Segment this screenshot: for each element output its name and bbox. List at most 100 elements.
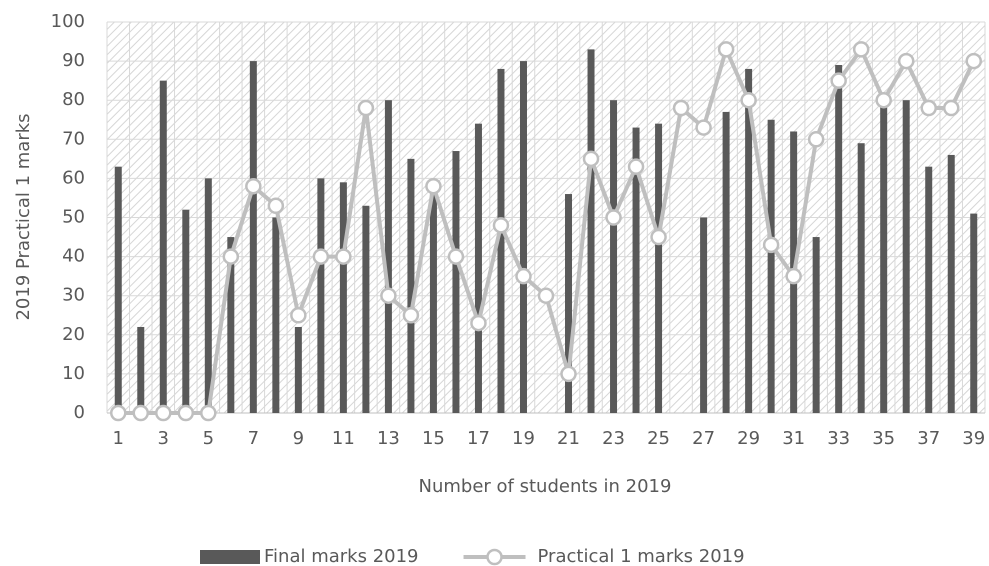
bar — [857, 143, 865, 413]
x-tick-label: 13 — [377, 428, 400, 449]
bar — [497, 68, 505, 414]
line-point — [245, 177, 262, 195]
line-point — [380, 287, 397, 304]
x-tick-label: 11 — [332, 428, 355, 449]
line-point — [627, 158, 645, 175]
bar — [610, 100, 618, 413]
x-tick-label: 25 — [647, 428, 670, 449]
bar — [294, 326, 302, 413]
line-point — [447, 248, 465, 265]
y-tick-label: 70 — [62, 128, 85, 149]
bar — [249, 61, 257, 413]
y-tick-label: 30 — [62, 285, 85, 306]
bar — [362, 205, 370, 413]
bar — [159, 80, 167, 414]
line-point — [852, 41, 870, 58]
x-tick-label: 39 — [962, 428, 985, 449]
line-point — [875, 91, 892, 109]
bar — [474, 123, 482, 413]
x-tick-label: 1 — [113, 428, 124, 449]
bar — [204, 178, 212, 413]
bar — [587, 49, 595, 414]
x-tick-label: 21 — [557, 428, 580, 449]
bar — [925, 166, 933, 413]
legend-label: Final marks 2019 — [264, 546, 419, 566]
x-tick-label: 7 — [248, 428, 259, 449]
bar — [565, 194, 573, 413]
line-point — [515, 267, 532, 285]
line-point — [672, 99, 690, 117]
line-point — [110, 404, 127, 422]
bar — [970, 213, 978, 413]
x-tick-label: 27 — [692, 428, 715, 449]
line-point — [222, 248, 240, 265]
bar — [137, 326, 145, 413]
bar — [700, 217, 708, 413]
line-point — [920, 99, 937, 117]
line-point — [897, 52, 915, 70]
legend-swatch — [486, 548, 503, 566]
bar — [227, 237, 235, 413]
line-point — [312, 248, 330, 265]
line-point — [177, 404, 195, 422]
legend-label: Practical 1 marks 2019 — [538, 546, 745, 566]
y-tick-label: 20 — [62, 324, 85, 345]
x-tick-label: 17 — [467, 428, 490, 449]
bar — [114, 166, 122, 413]
y-tick-label: 60 — [62, 167, 85, 188]
y-tick-label: 90 — [62, 50, 85, 71]
bar — [272, 217, 280, 413]
line-point — [537, 287, 555, 304]
line-point — [762, 236, 780, 254]
line-point — [650, 228, 667, 246]
legend: Final marks 2019 Practical 1 marks 2019 — [200, 546, 745, 566]
x-tick-label: 35 — [872, 428, 895, 449]
bar — [947, 154, 955, 413]
bar — [632, 127, 640, 413]
line-point — [155, 404, 172, 422]
bar — [384, 100, 392, 413]
line-point — [965, 52, 982, 70]
line-point — [830, 72, 847, 89]
x-tick-label: 29 — [737, 428, 760, 449]
bar — [339, 182, 347, 413]
y-tick-label: 80 — [62, 89, 85, 110]
line-point — [717, 41, 735, 58]
line-point — [267, 197, 285, 215]
line-point — [740, 91, 757, 109]
bar — [407, 158, 415, 413]
legend-swatch — [200, 550, 260, 564]
x-tick-label: 33 — [827, 428, 850, 449]
bar — [429, 190, 437, 413]
x-tick-label: 15 — [422, 428, 445, 449]
bar — [880, 100, 888, 413]
line-point — [290, 307, 307, 324]
y-tick-label: 100 — [51, 11, 85, 32]
y-tick-label: 0 — [74, 402, 85, 423]
bar — [835, 65, 843, 413]
x-tick-label: 31 — [782, 428, 805, 449]
line-point — [335, 248, 352, 265]
x-tick-label: 5 — [203, 428, 214, 449]
line-point — [357, 99, 375, 117]
x-axis-label: Number of students in 2019 — [419, 476, 672, 497]
bar — [519, 61, 527, 413]
x-tick-label: 3 — [158, 428, 169, 449]
line-point — [807, 131, 825, 148]
x-tick-label: 37 — [917, 428, 940, 449]
line-point — [560, 365, 577, 383]
line-point — [200, 404, 217, 422]
bar — [745, 68, 753, 414]
bar — [812, 237, 820, 413]
line-point — [425, 177, 442, 195]
bar — [452, 151, 460, 413]
line-point — [942, 99, 960, 117]
x-tick-label: 9 — [293, 428, 304, 449]
x-tick-label: 23 — [602, 428, 625, 449]
y-tick-label: 40 — [62, 246, 85, 267]
line-point — [785, 267, 802, 285]
bar — [767, 119, 775, 413]
bar — [655, 123, 663, 413]
line-point — [132, 404, 150, 422]
